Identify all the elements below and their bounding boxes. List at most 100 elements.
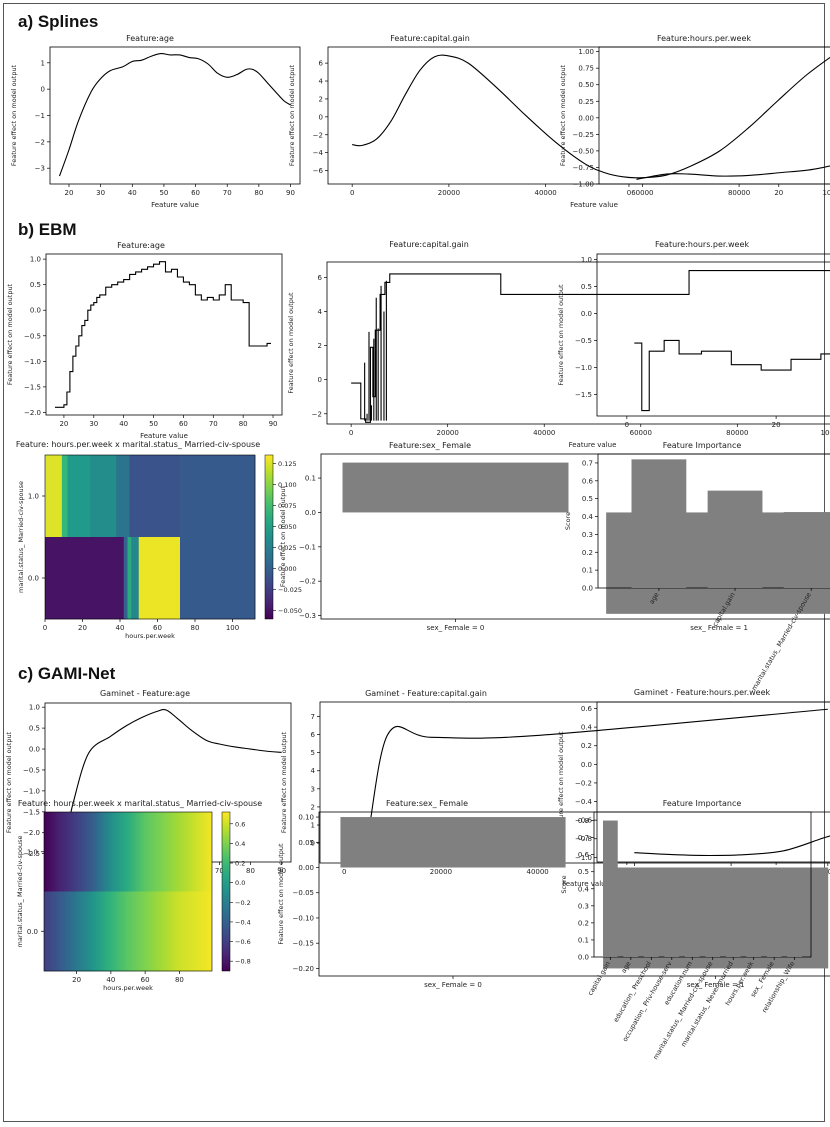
- x-tick-label: 80: [191, 624, 200, 632]
- y-tick-label: 0.5: [578, 868, 589, 876]
- chart-title: Feature: hours.per.week x marital.status…: [18, 799, 262, 808]
- x-tick-label: 70: [223, 189, 232, 197]
- y-axis-label: Score: [560, 875, 568, 893]
- bar: [707, 490, 763, 588]
- x-tick-label: 80000: [726, 429, 748, 437]
- y-tick-label: 3: [311, 785, 315, 793]
- y-tick-label: 0.0: [578, 954, 589, 962]
- x-tick-label: 60: [153, 624, 162, 632]
- bar: [603, 820, 618, 957]
- series-line: [351, 269, 830, 423]
- chart-g_heat: Feature: hours.per.week x marital.status…: [16, 799, 262, 992]
- chart-s_age: Feature:age Feature value Feature effect o…: [10, 34, 301, 209]
- colorbar-tick-label: 0.050: [278, 523, 297, 531]
- y-tick-label: −1.5: [24, 383, 41, 391]
- x-tick-label: 80: [175, 976, 184, 984]
- y-tick-label: 6: [311, 731, 316, 739]
- y-tick-label: −1.0: [24, 358, 41, 366]
- y-tick-label: 0: [41, 86, 45, 94]
- y-axis-label: marital.status_ Married-civ-spouse: [16, 836, 24, 948]
- x-tick-label: 80: [254, 189, 263, 197]
- x-tick-label: 100000: [822, 189, 830, 197]
- y-tick-label: 0.5: [582, 495, 593, 503]
- y-tick-label: −0.5: [575, 337, 592, 345]
- heat-cell: [129, 455, 181, 538]
- chart-title: Feature: hours.per.week x marital.status…: [16, 440, 260, 449]
- y-tick-label: −0.75: [573, 164, 594, 172]
- colorbar-tick-label: −0.050: [278, 607, 302, 615]
- bar: [623, 945, 639, 957]
- x-tick-label: 0: [625, 421, 629, 429]
- y-tick-label: 0.10: [298, 814, 314, 822]
- y-axis-label: marital.status_ Married-civ-spouse: [17, 481, 25, 593]
- x-tick-label: 20: [72, 976, 81, 984]
- y-tick-label: 0.6: [581, 705, 593, 713]
- y-axis-label: Feature effect on model output: [5, 731, 13, 833]
- plot-frame: [318, 811, 830, 977]
- x-tick-label: 70: [215, 867, 224, 875]
- bar: [705, 954, 721, 957]
- y-tick-label: 2: [311, 803, 315, 811]
- colorbar-tick-label: 0.100: [278, 481, 297, 489]
- heat-cell: [45, 455, 63, 538]
- x-tick-label: 20: [59, 420, 68, 428]
- y-tick-label: 4: [319, 78, 324, 86]
- x-tick-label: 40: [128, 189, 137, 197]
- y-tick-label: 0.0: [581, 310, 592, 318]
- chart-title: Feature:capital.gain: [390, 34, 470, 43]
- y-tick-label: −3: [35, 165, 45, 173]
- y-axis-label: Feature effect on model output: [279, 485, 287, 587]
- chart-title: Gaminet - Feature:hours.per.week: [634, 688, 771, 697]
- chart-title: Feature:age: [117, 241, 165, 250]
- section-label-ebm: b) EBM: [18, 220, 77, 239]
- y-tick-label: 0.0: [582, 585, 593, 593]
- y-axis-label: Feature effect on model output: [280, 731, 288, 833]
- x-tick-label: 0: [342, 868, 346, 876]
- y-tick-label: 0.6: [578, 851, 590, 859]
- colorbar-tick-label: −0.025: [278, 586, 302, 594]
- y-tick-label: −0.25: [573, 131, 594, 139]
- y-tick-label: −2: [312, 410, 322, 418]
- chart-title: Gaminet - Feature:capital.gain: [365, 689, 487, 698]
- bar: [631, 459, 687, 588]
- y-tick-label: 0: [318, 376, 322, 384]
- y-tick-label: −0.2: [299, 578, 316, 586]
- y-tick-label: 1: [41, 59, 45, 67]
- x-tick-label: 80: [239, 420, 248, 428]
- y-tick-label: 2: [318, 342, 322, 350]
- y-tick-label: 0.00: [578, 114, 594, 122]
- x-tick-label: 60: [191, 189, 200, 197]
- y-tick-label: 0.3: [578, 902, 589, 910]
- colorbar-tick-label: −0.6: [235, 938, 251, 946]
- y-tick-label: 0.2: [581, 742, 592, 750]
- plot-frame: [326, 261, 830, 425]
- chart-title: Feature:age: [126, 34, 174, 43]
- y-tick-label: 0.3: [582, 531, 593, 539]
- heat-cell: [90, 455, 117, 538]
- plot-frame: [45, 253, 283, 416]
- colorbar-tick-label: 0.000: [278, 565, 297, 573]
- y-tick-label: 1.0: [29, 704, 40, 712]
- x-tick-label: 30: [96, 189, 105, 197]
- heat-band: [44, 891, 212, 972]
- y-tick-label: −0.5: [24, 332, 41, 340]
- y-tick-label: −0.20: [293, 965, 314, 973]
- colorbar-tick-label: 0.075: [278, 502, 297, 510]
- x-axis-label: Feature value: [140, 432, 188, 440]
- y-tick-label: 1.0: [28, 493, 39, 501]
- y-tick-label: 1.0: [581, 256, 592, 264]
- colorbar: [264, 454, 274, 620]
- colorbar-tick-label: 0.4: [235, 840, 245, 848]
- x-tick-label: 80: [246, 867, 255, 875]
- y-tick-label: 0.75: [578, 65, 594, 73]
- chart-title: Feature:sex_ Female: [386, 799, 468, 808]
- bar: [643, 950, 659, 957]
- x-tick-label: 60: [179, 420, 188, 428]
- x-tick-label: 20000: [437, 429, 459, 437]
- colorbar-tick-label: 0.2: [235, 860, 245, 868]
- x-tick-label: 0: [350, 189, 354, 197]
- y-tick-label: −0.4: [575, 798, 593, 806]
- colorbar-tick-label: 0.125: [278, 460, 297, 468]
- y-tick-label: 0.1: [578, 936, 589, 944]
- x-axis-label: Feature value: [151, 201, 199, 209]
